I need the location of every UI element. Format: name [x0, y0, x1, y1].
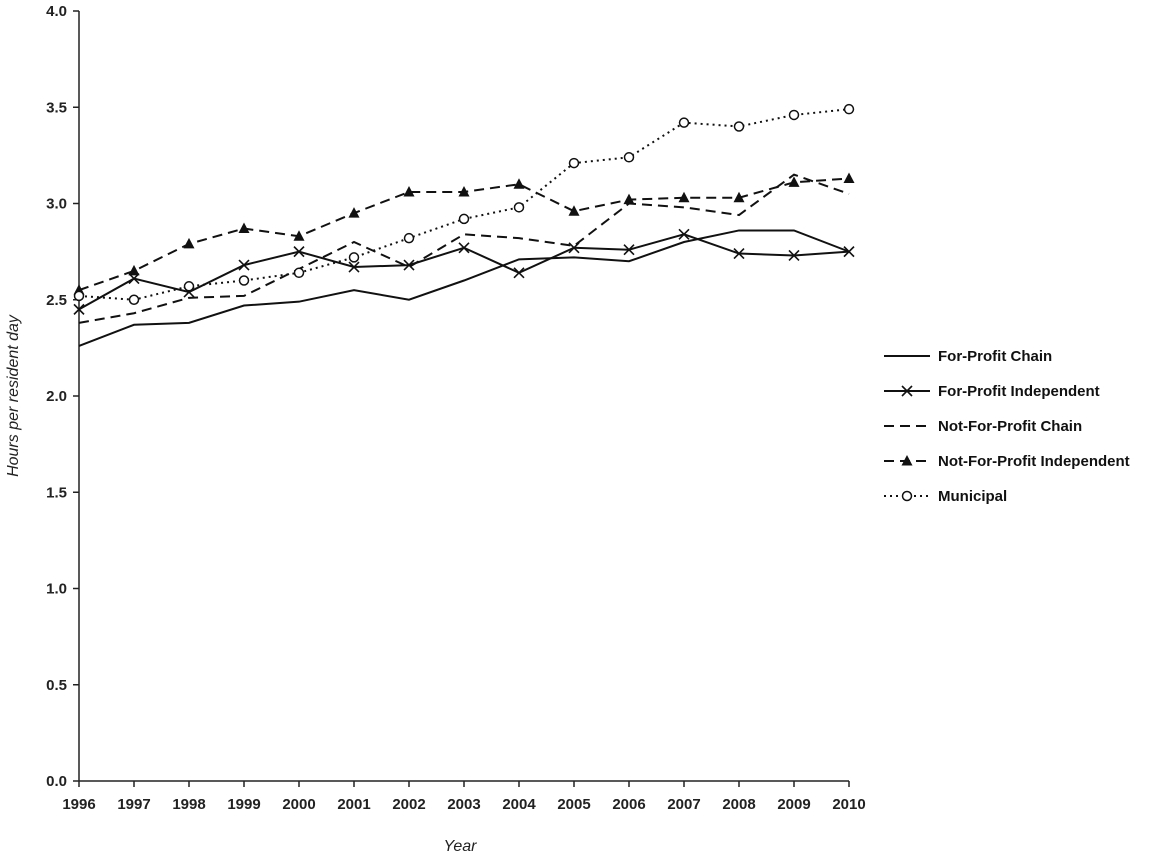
y-tick-label: 1.0	[46, 581, 67, 598]
data-point-municipal	[183, 281, 195, 292]
x-tick-label: 2003	[447, 796, 480, 813]
data-point-not-for-profit-independent	[678, 191, 690, 203]
legend-label: Not-For-Profit Chain	[938, 418, 1082, 435]
data-point-not-for-profit-independent	[513, 178, 525, 189]
data-point-not-for-profit-independent	[293, 230, 305, 241]
x-ticks: 1996 1997 1998 1999 2000 2001 2002 2003 2004 2005…	[62, 781, 866, 813]
data-point-for-profit-independent	[733, 247, 745, 260]
legend-label: For-Profit Independent	[938, 383, 1100, 400]
legend: For-Profit Chain For-Profit Independent No…	[884, 348, 1130, 505]
series-not-for-profit-independent	[73, 172, 855, 295]
series-municipal	[73, 103, 855, 305]
y-ticks: 0.0 0.5 1.0 1.5 2.0 2.5 3.0 3.5 4.0	[46, 3, 79, 790]
data-point-municipal	[678, 117, 690, 128]
data-point-for-profit-independent	[403, 259, 415, 271]
data-point-municipal	[568, 157, 580, 169]
legend-label: For-Profit Chain	[938, 348, 1052, 365]
x-tick-label: 2008	[722, 796, 755, 813]
legend-item-not-for-profit-chain: Not-For-Profit Chain	[884, 418, 1082, 435]
legend-marker	[901, 490, 913, 502]
data-point-not-for-profit-independent	[788, 176, 800, 187]
x-tick-label: 2002	[392, 796, 425, 813]
x-tick-label: 1998	[172, 796, 205, 813]
data-point-not-for-profit-independent	[733, 191, 745, 203]
x-tick-label: 2006	[612, 796, 645, 813]
data-point-municipal	[403, 232, 415, 244]
y-tick-label: 4.0	[46, 3, 67, 20]
x-tick-label: 2010	[832, 796, 865, 813]
series-not-for-profit-chain	[78, 173, 850, 324]
legend-label: Municipal	[938, 488, 1007, 505]
data-point-not-for-profit-independent	[568, 205, 580, 216]
x-tick-label: 2009	[777, 796, 810, 813]
x-tick-label: 1997	[117, 796, 150, 813]
data-point-municipal	[128, 294, 140, 305]
series-for-profit-chain	[78, 229, 850, 347]
data-point-municipal	[238, 275, 250, 286]
x-tick-label: 2000	[282, 796, 315, 813]
legend-marker	[901, 385, 913, 397]
data-point-not-for-profit-independent	[458, 185, 470, 197]
data-point-for-profit-independent	[293, 246, 305, 258]
data-point-not-for-profit-independent	[183, 237, 195, 249]
data-point-for-profit-independent	[458, 242, 470, 254]
legend-item-for-profit-chain: For-Profit Chain	[884, 348, 1052, 365]
y-axis-label: Hours per resident day	[5, 314, 22, 477]
x-axis-label: Year	[444, 838, 478, 855]
data-point-for-profit-independent	[788, 249, 800, 262]
series-layer	[73, 103, 855, 347]
data-point-for-profit-independent	[348, 261, 360, 273]
data-point-for-profit-independent	[678, 228, 690, 240]
legend-item-for-profit-independent: For-Profit Independent	[884, 383, 1100, 400]
x-tick-label: 2005	[557, 796, 590, 813]
data-point-not-for-profit-independent	[128, 264, 140, 276]
x-tick-label: 1996	[62, 796, 95, 813]
data-point-for-profit-independent	[238, 259, 250, 271]
data-point-for-profit-independent	[73, 303, 85, 315]
legend-marker	[901, 455, 913, 466]
series-line-for-profit-chain	[78, 229, 850, 347]
y-tick-label: 3.5	[46, 99, 67, 116]
data-point-municipal	[788, 109, 800, 121]
data-point-municipal	[623, 152, 635, 163]
data-point-municipal	[293, 267, 305, 279]
data-point-for-profit-independent	[843, 246, 855, 258]
data-point-municipal	[733, 121, 745, 132]
x-tick-label: 1999	[227, 796, 260, 813]
series-line-not-for-profit-chain	[78, 173, 850, 324]
series-line-municipal	[78, 108, 850, 301]
data-point-not-for-profit-independent	[403, 185, 415, 197]
axes	[78, 11, 849, 782]
y-tick-label: 0.5	[46, 677, 67, 694]
data-point-municipal	[843, 103, 855, 115]
y-tick-label: 2.5	[46, 292, 67, 309]
legend-label: Not-For-Profit Independent	[938, 453, 1130, 470]
legend-item-municipal: Municipal	[884, 488, 1007, 505]
data-point-for-profit-independent	[623, 244, 635, 256]
data-point-municipal	[73, 290, 85, 302]
series-for-profit-independent	[73, 228, 855, 315]
y-tick-label: 2.0	[46, 388, 67, 405]
data-point-not-for-profit-independent	[623, 193, 635, 205]
data-point-municipal	[513, 202, 525, 213]
x-tick-label: 2004	[502, 796, 536, 813]
x-tick-label: 2001	[337, 796, 370, 813]
data-point-for-profit-independent	[513, 267, 525, 279]
legend-item-not-for-profit-independent: Not-For-Profit Independent	[884, 453, 1130, 470]
data-point-municipal	[348, 252, 360, 263]
y-tick-label: 0.0	[46, 773, 67, 790]
data-point-municipal	[458, 213, 470, 225]
data-point-not-for-profit-independent	[348, 207, 360, 218]
y-tick-label: 3.0	[46, 196, 67, 213]
y-tick-label: 1.5	[46, 484, 67, 501]
x-tick-label: 2007	[667, 796, 700, 813]
data-point-not-for-profit-independent	[843, 172, 855, 183]
data-point-not-for-profit-independent	[238, 222, 250, 234]
